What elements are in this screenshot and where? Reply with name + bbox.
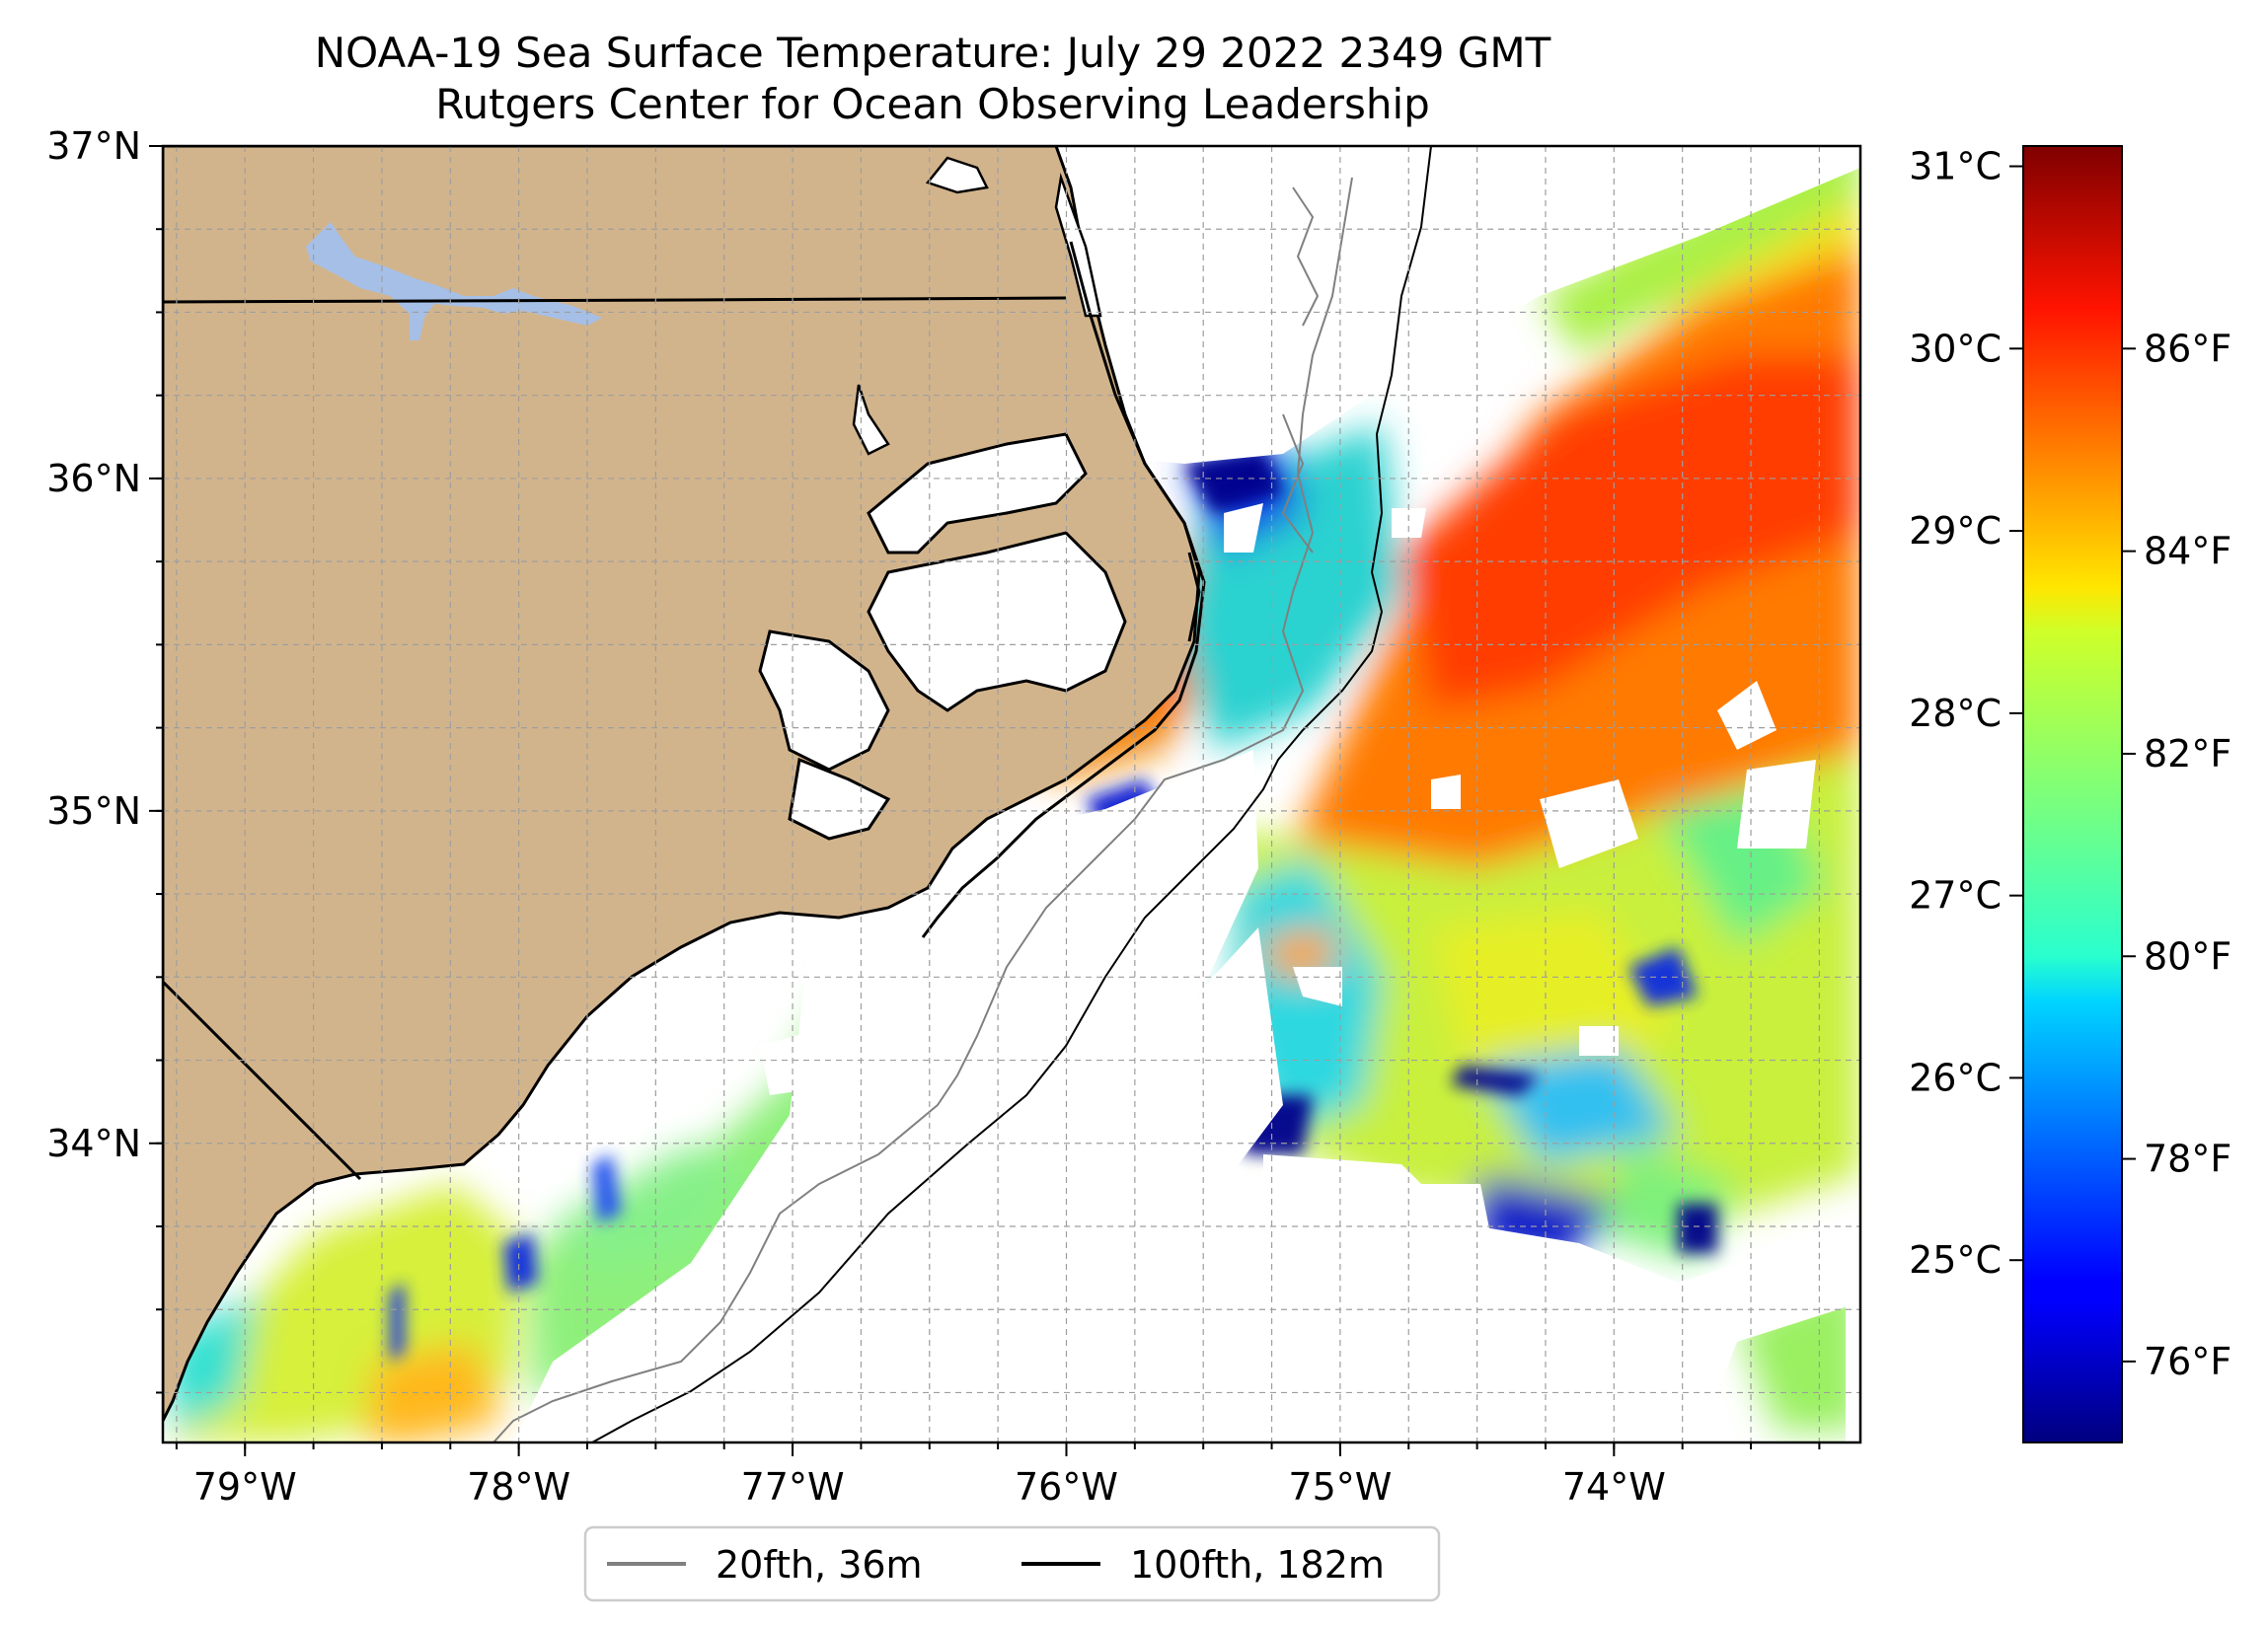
x-tick-label: 76°W [1015,1465,1118,1509]
isobath-100fth [591,146,1432,1442]
colorbar-fahrenheit-label: 78°F [2144,1138,2231,1181]
map-grid [163,146,1860,1442]
colorbar-fahrenheit-label: 82°F [2144,732,2231,776]
colorbar-fahrenheit-axis: 86°F 84°F 82°F 80°F 78°F 76°F [2122,327,2231,1383]
latitude-axis: 37°N 36°N 35°N 34°N [46,124,163,1394]
colorbar-celsius-label: 28°C [1909,692,2002,735]
y-tick-label: 35°N [46,789,141,833]
colorbar-celsius-label: 25°C [1909,1238,2002,1282]
legend-box [583,1525,1441,1602]
colorbar-celsius-label: 27°C [1909,874,2002,918]
map-title: NOAA-19 Sea Surface Temperature: July 29… [314,29,1551,77]
y-tick-label: 34°N [46,1122,141,1165]
colorbar-frame [2022,145,2123,1443]
legend-label-20fth: 20fth, 36m [716,1543,923,1587]
legend: 20fth, 36m 100fth, 182m [583,1525,1441,1602]
colorbar-celsius-label: 26°C [1909,1056,2002,1099]
kerr-gaston-lake [306,222,602,340]
colorbar-fahrenheit-label: 76°F [2144,1340,2231,1383]
colorbar [2023,146,2122,1442]
longitude-axis: 79°W 78°W 77°W 76°W 75°W 74°W [175,1442,1821,1509]
y-tick-label: 37°N [46,124,141,168]
colorbar-fahrenheit-label: 84°F [2144,530,2231,573]
isobath-20fth [492,177,1353,1442]
colorbar-celsius-label: 31°C [1909,145,2002,188]
colorbar-celsius-label: 29°C [1909,509,2002,553]
y-tick-label: 36°N [46,457,141,500]
colorbar-celsius-axis: 31°C 30°C 29°C 28°C 27°C 26°C 25°C [1909,145,2023,1282]
legend-label-100fth: 100fth, 182m [1130,1543,1385,1587]
colorbar-celsius-label: 30°C [1909,327,2002,370]
colorbar-fahrenheit-label: 86°F [2144,327,2231,370]
isobaths [492,146,1432,1442]
colorbar-fahrenheit-label: 80°F [2144,934,2231,978]
x-tick-label: 74°W [1562,1465,1666,1509]
x-tick-label: 77°W [741,1465,845,1509]
map-frame [161,144,1862,1444]
nc-va-border [163,296,1067,304]
sst-field [168,146,1860,1442]
x-tick-label: 79°W [193,1465,297,1509]
map-subtitle: Rutgers Center for Ocean Observing Leade… [435,80,1430,128]
land-layer [163,146,1206,1422]
nc-sc-border [163,980,362,1181]
x-tick-label: 75°W [1288,1465,1392,1509]
x-tick-label: 78°W [467,1465,570,1509]
